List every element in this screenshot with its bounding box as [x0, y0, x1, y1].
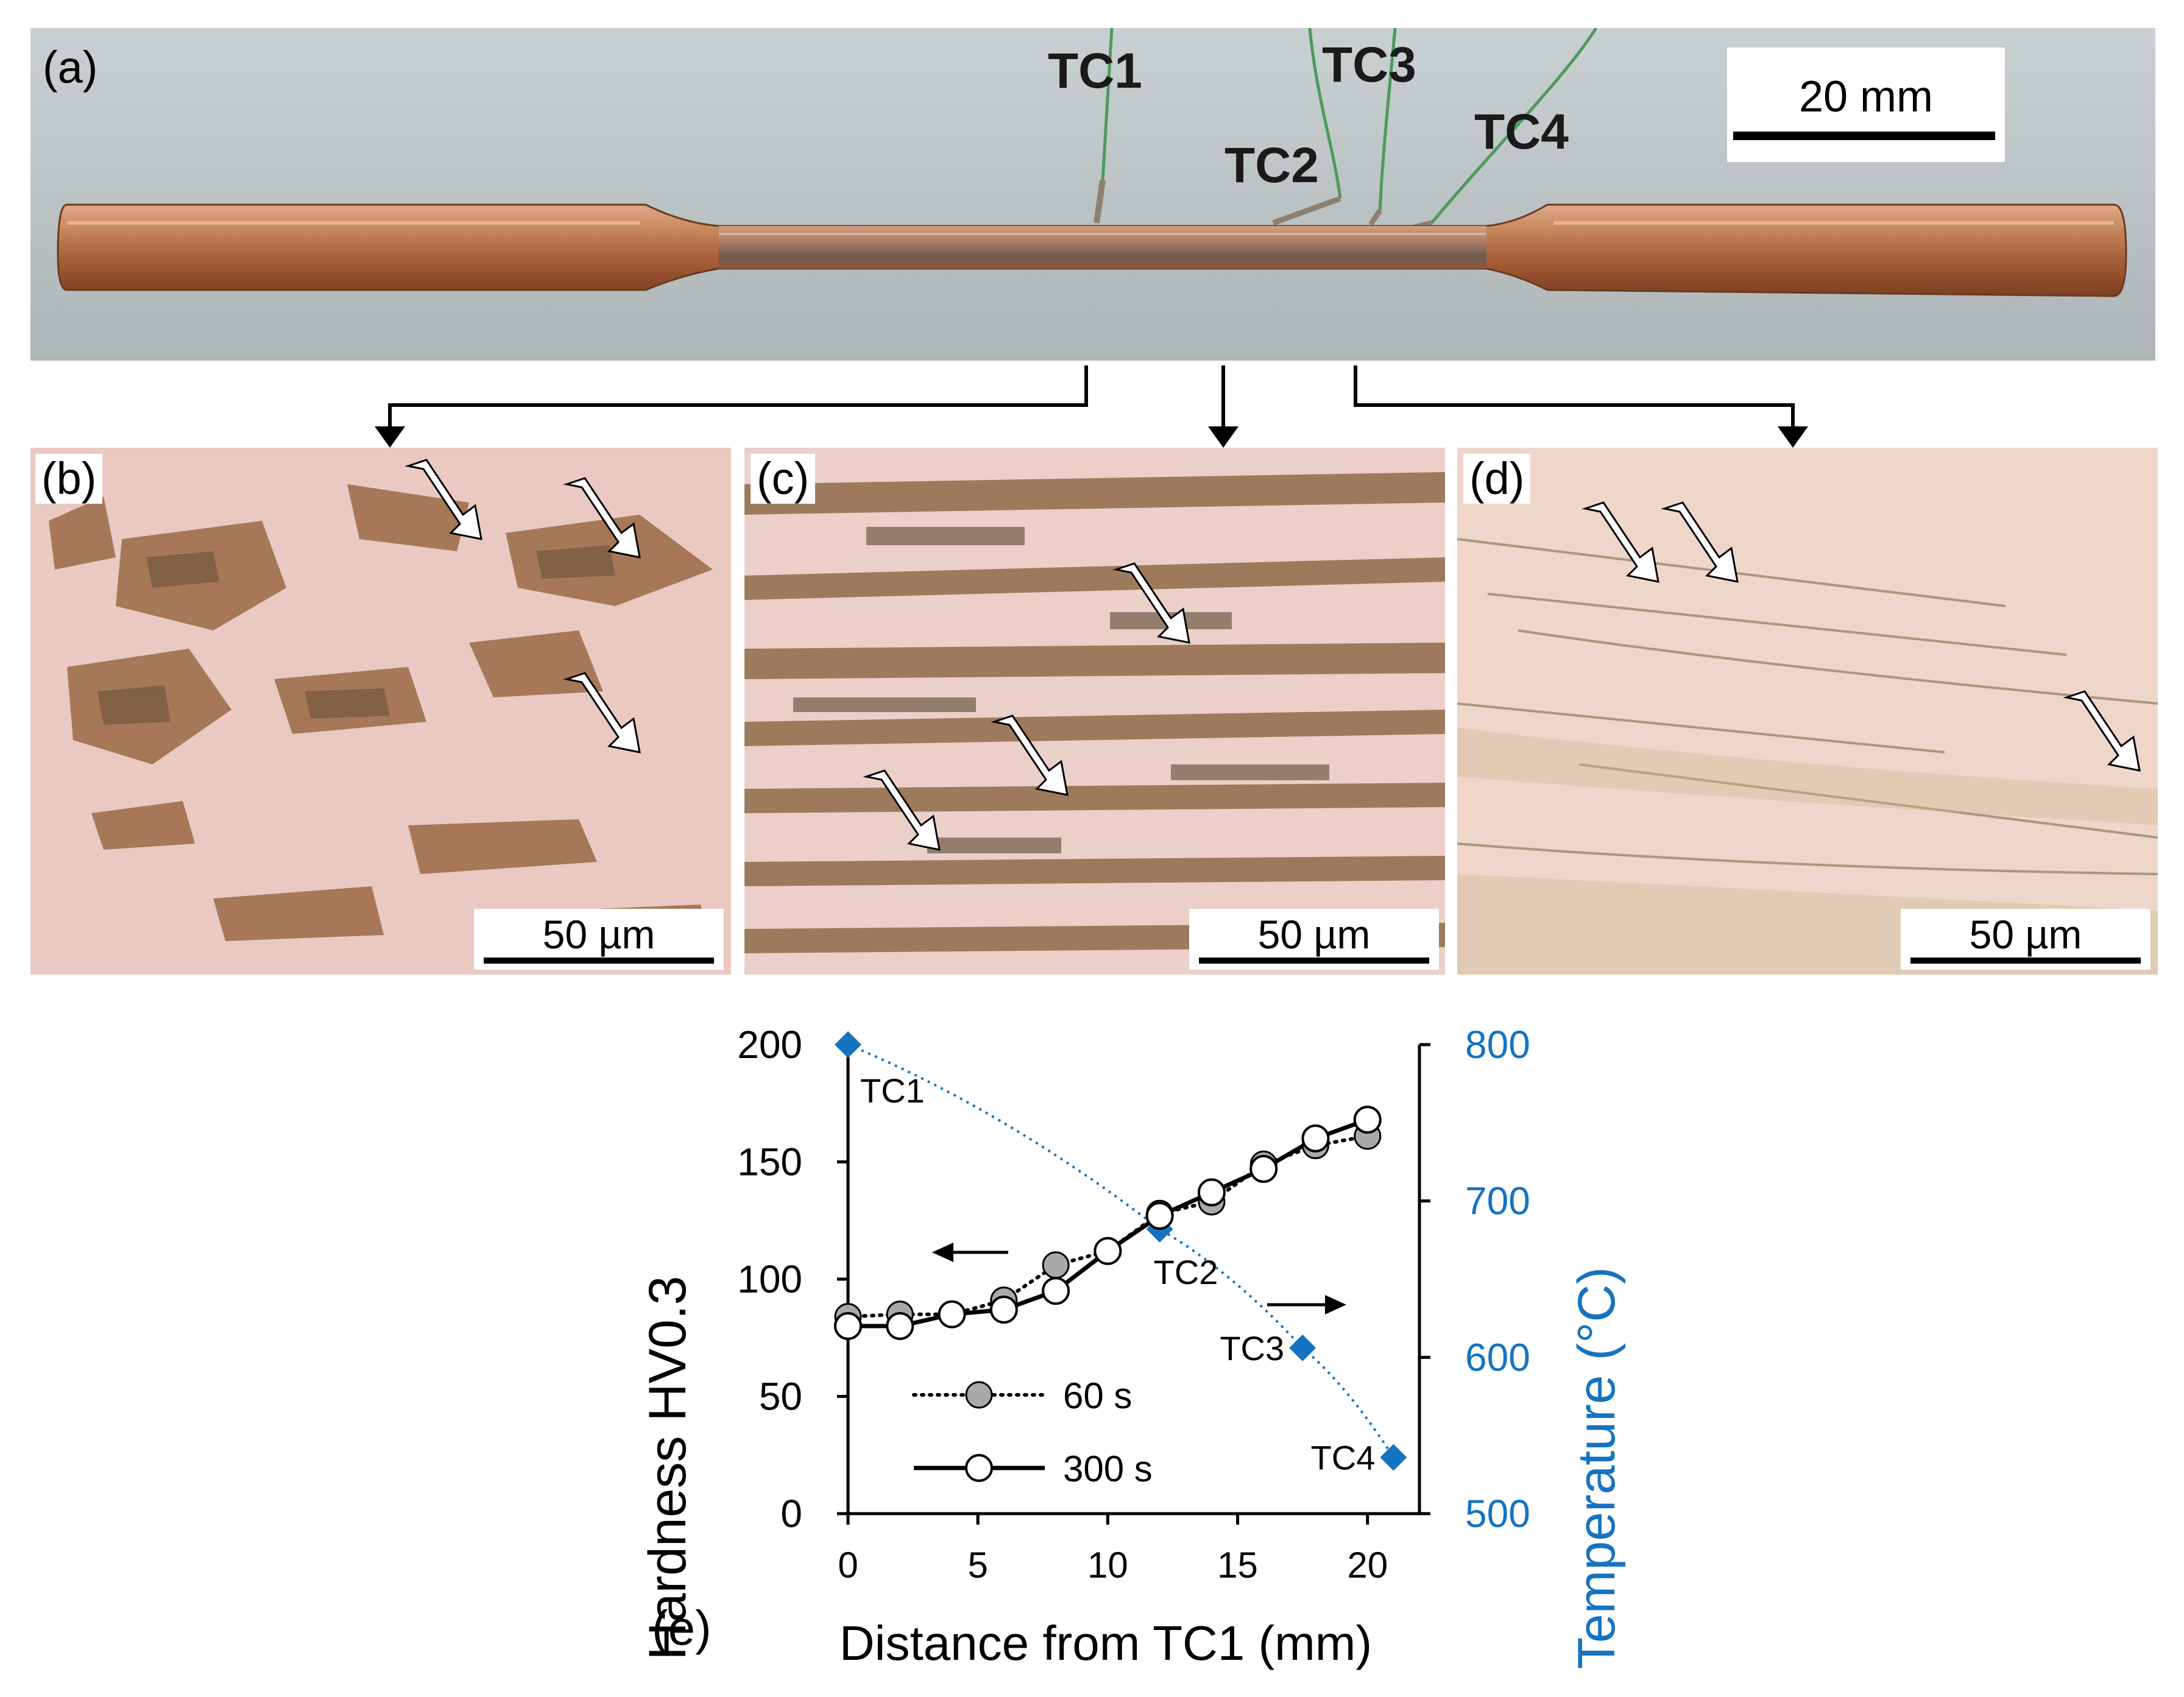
- tc-point-label: TC3: [1220, 1329, 1284, 1367]
- hardness-300s-point: [1042, 1277, 1070, 1305]
- panel-label-e: (e): [652, 1601, 712, 1655]
- hardness-300s-point: [938, 1300, 966, 1328]
- hardness-300s-point: [1094, 1237, 1122, 1265]
- tc-point-label: TC4: [1311, 1439, 1376, 1477]
- hardness-300s-point: [1249, 1155, 1278, 1184]
- y2-tick-label: 600: [1465, 1335, 1530, 1379]
- hardness-300s-point: [1301, 1124, 1330, 1152]
- y-tick-label: 150: [737, 1140, 802, 1184]
- left-axis-arrowhead: [932, 1243, 953, 1262]
- specimen-drawing: [57, 28, 2127, 297]
- panel-label-a: (a): [43, 42, 98, 93]
- hardness-300s-point: [1353, 1106, 1382, 1134]
- x-tick-label: 20: [1347, 1545, 1388, 1586]
- scale-text-c: 50 µm: [1257, 912, 1371, 957]
- tc-point-label: TC2: [1154, 1253, 1218, 1291]
- hardness-60s-line: [846, 1134, 1369, 1319]
- y2-axis-title: Temperature (°C): [1567, 1267, 1626, 1669]
- y-tick-label: 200: [737, 1023, 802, 1067]
- scale-line-a: [1733, 132, 1995, 140]
- scale-bar-a: 20 mm: [1727, 48, 2005, 162]
- panel-label-c: (c): [751, 454, 816, 504]
- chart-series: [834, 1031, 1407, 1471]
- y2-tick-label: 800: [1465, 1023, 1530, 1067]
- legend-60s-label: 60 s: [1063, 1375, 1132, 1416]
- micrograph-c: [744, 448, 1445, 975]
- scale-bar-b: 50 µm: [474, 909, 724, 970]
- tc2-label: TC2: [1225, 138, 1319, 193]
- legend-300s-label: 300 s: [1063, 1448, 1153, 1489]
- micrograph-d: [1457, 448, 2158, 975]
- x-tick-label: 5: [967, 1545, 988, 1586]
- panel-label-b: (b): [35, 454, 103, 504]
- y-axis-title: Hardness HV0.3: [638, 1276, 697, 1660]
- tc-point-label: TC1: [860, 1071, 925, 1110]
- panel-label-d: (d): [1463, 454, 1531, 504]
- scale-bar-c: 50 µm: [1189, 909, 1439, 970]
- legend-300s-marker: [965, 1454, 993, 1482]
- scale-line-d: [1910, 958, 2141, 964]
- temperature-point-tc4: [1380, 1444, 1407, 1471]
- hardness-300s-point: [886, 1312, 914, 1340]
- x-tick-label: 15: [1217, 1545, 1258, 1586]
- temperature-point-tc3: [1289, 1334, 1316, 1361]
- scale-text-a: 20 mm: [1798, 72, 1934, 121]
- temperature-point-tc1: [835, 1031, 861, 1058]
- tc4-label: TC4: [1474, 104, 1569, 160]
- y-tick-label: 100: [737, 1257, 802, 1301]
- y2-tick-label: 700: [1465, 1179, 1530, 1223]
- micrograph-b-texture: [49, 459, 713, 959]
- micrograph-d-texture: [1457, 501, 2158, 975]
- x-axis-title: Distance from TC1 (mm): [839, 1616, 1372, 1670]
- hardness-300s-point: [834, 1312, 862, 1340]
- x-tick-label: 10: [1087, 1545, 1128, 1586]
- tc3-label: TC3: [1322, 37, 1416, 93]
- hardness-300s-point: [1145, 1202, 1174, 1230]
- micrograph-c-texture: [744, 472, 1445, 953]
- x-tick-label: 0: [838, 1545, 858, 1586]
- legend-60s-marker: [965, 1381, 993, 1409]
- hardness-300s-point: [1197, 1178, 1226, 1207]
- scale-bar-d: 50 µm: [1901, 909, 2150, 970]
- scale-line-b: [484, 958, 714, 964]
- hardness-300s-point: [989, 1296, 1018, 1324]
- scale-text-d: 50 µm: [1969, 912, 2082, 957]
- y-tick-label: 50: [759, 1375, 802, 1419]
- connector-arrows: [375, 365, 1808, 448]
- y2-tick-label: 500: [1465, 1492, 1530, 1536]
- hardness-300s-line: [848, 1117, 1368, 1328]
- scale-text-b: 50 µm: [542, 912, 656, 957]
- scale-line-c: [1199, 958, 1429, 964]
- hardness-60s-point: [1042, 1251, 1070, 1279]
- micrograph-b: [30, 448, 731, 975]
- tc1-label: TC1: [1048, 43, 1142, 99]
- y-tick-label: 0: [780, 1492, 802, 1536]
- right-axis-arrowhead: [1325, 1295, 1346, 1314]
